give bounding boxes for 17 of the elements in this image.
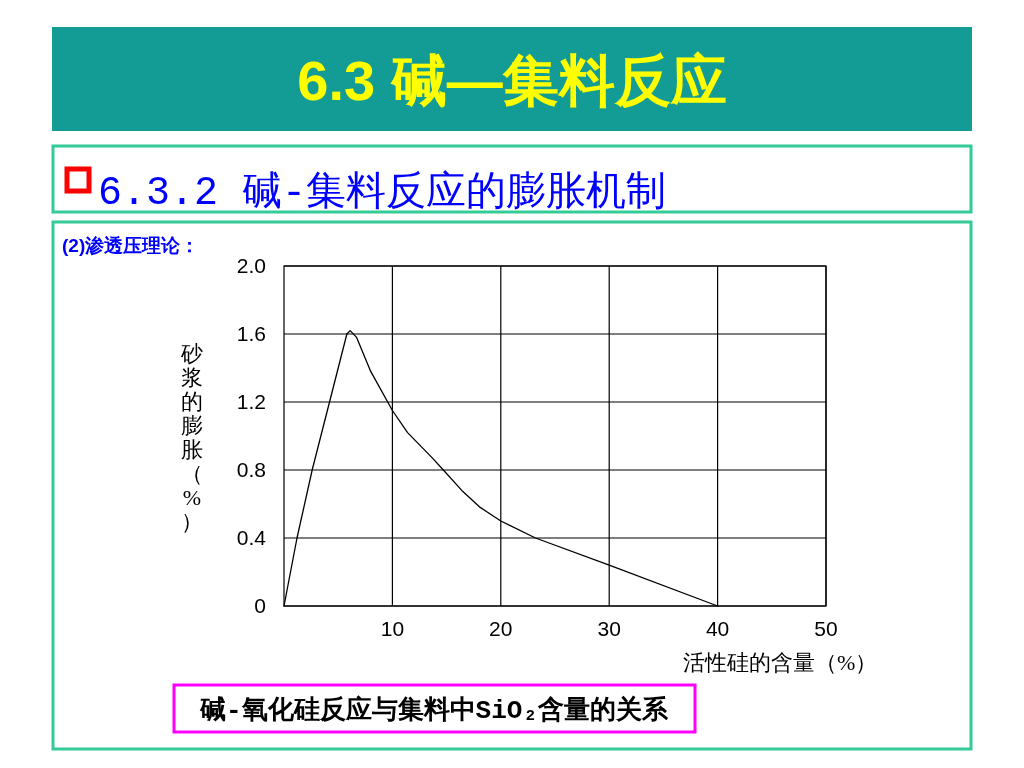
y-axis-title: 砂浆的膨胀（%） xyxy=(180,341,203,534)
x-axis-title: 活性硅的含量（%） xyxy=(683,650,878,675)
chart-title: 6.3 碱—集料反应 xyxy=(297,49,727,112)
y-tick-label: 1.2 xyxy=(236,390,266,413)
x-tick-label: 20 xyxy=(489,617,513,640)
chart-subtitle: 6.3.2 碱-集料反应的膨胀机制 xyxy=(98,170,667,216)
y-tick-label: 0 xyxy=(254,594,266,617)
y-tick-label: 1.6 xyxy=(236,322,266,345)
y-tick-label: 0.4 xyxy=(236,526,267,549)
text: (2)渗透压理论： xyxy=(62,235,200,256)
x-tick-label: 10 xyxy=(380,617,405,640)
x-tick-label: 50 xyxy=(814,617,838,640)
x-tick-label: 30 xyxy=(597,617,621,640)
y-tick-label: 2.0 xyxy=(236,254,266,277)
x-tick-label: 40 xyxy=(705,617,730,640)
text: 碱-氧化硅反应与集料中SiO₂含量的关系 xyxy=(198,695,669,726)
y-tick-label: 0.8 xyxy=(236,458,266,481)
